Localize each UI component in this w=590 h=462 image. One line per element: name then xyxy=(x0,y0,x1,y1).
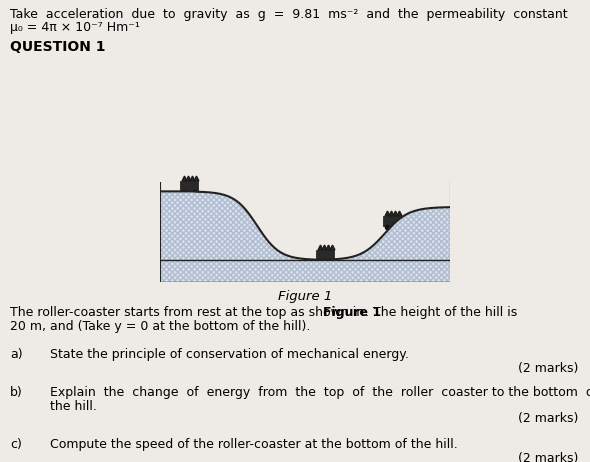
Text: The roller-coaster starts from rest at the top as shown in: The roller-coaster starts from rest at t… xyxy=(10,306,368,319)
FancyBboxPatch shape xyxy=(383,216,401,226)
Text: y: y xyxy=(179,219,186,232)
Text: Take  acceleration  due  to  gravity  as  g  =  9.81  ms⁻²  and  the  permeabili: Take acceleration due to gravity as g = … xyxy=(10,8,568,21)
Text: μ₀ = 4π × 10⁻⁷ Hm⁻¹: μ₀ = 4π × 10⁻⁷ Hm⁻¹ xyxy=(10,21,140,34)
Text: Explain  the  change  of  energy  from  the  top  of  the  roller  coaster to th: Explain the change of energy from the to… xyxy=(50,386,590,399)
Text: (2 marks): (2 marks) xyxy=(517,452,578,462)
Text: (2 marks): (2 marks) xyxy=(517,412,578,425)
Text: Figure 1: Figure 1 xyxy=(278,290,332,303)
Text: Figure 1: Figure 1 xyxy=(323,306,381,319)
Text: QUESTION 1: QUESTION 1 xyxy=(10,40,106,54)
Text: a): a) xyxy=(10,348,22,361)
Text: the hill.: the hill. xyxy=(50,400,97,413)
Text: 20 m, and (Take y = 0 at the bottom of the hill).: 20 m, and (Take y = 0 at the bottom of t… xyxy=(10,320,310,333)
Text: State the principle of conservation of mechanical energy.: State the principle of conservation of m… xyxy=(50,348,409,361)
Text: (2 marks): (2 marks) xyxy=(517,362,578,375)
FancyBboxPatch shape xyxy=(180,182,198,191)
Text: . The height of the hill is: . The height of the hill is xyxy=(365,306,517,319)
Text: b): b) xyxy=(10,386,23,399)
Text: Compute the speed of the roller-coaster at the bottom of the hill.: Compute the speed of the roller-coaster … xyxy=(50,438,458,451)
Text: c): c) xyxy=(10,438,22,451)
FancyBboxPatch shape xyxy=(316,249,335,260)
